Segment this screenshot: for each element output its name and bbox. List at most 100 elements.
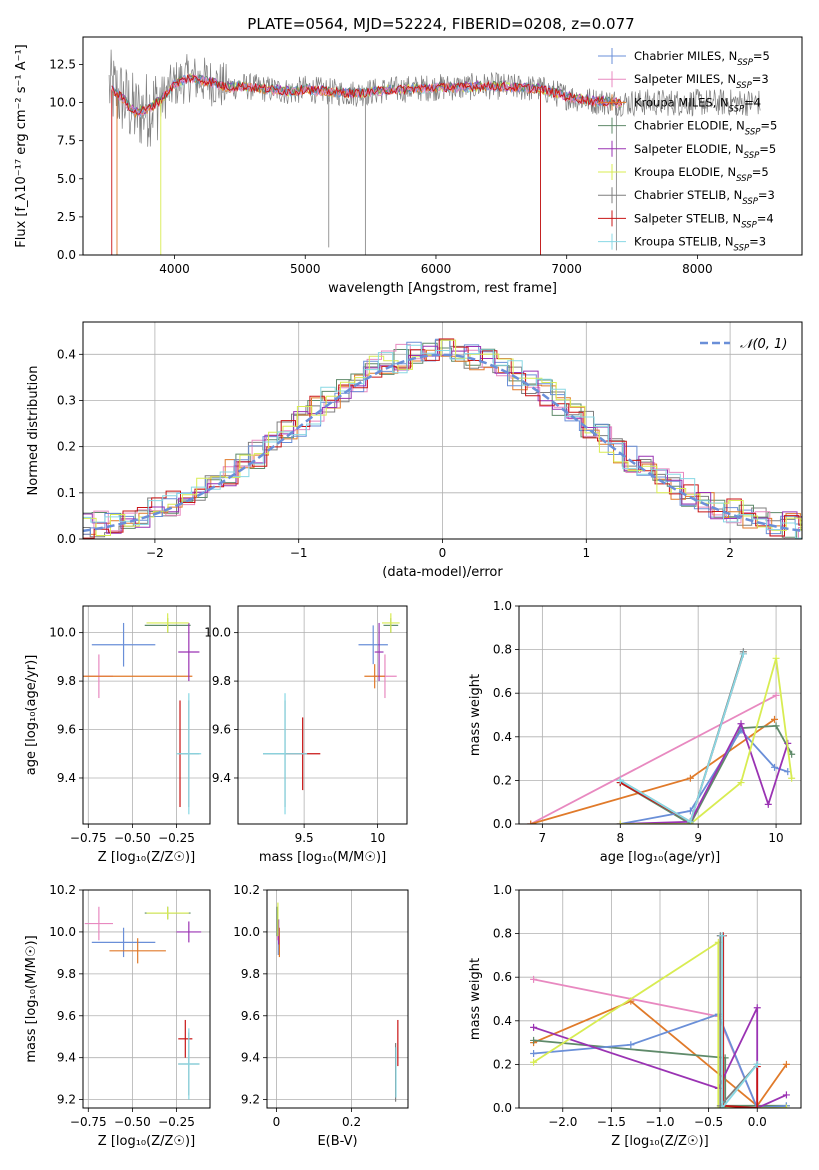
frame-weight_vs_z — [518, 889, 802, 1109]
series-marker — [616, 776, 624, 784]
x-tick-label: 2 — [726, 546, 734, 560]
y-tick-label: 0.0 — [493, 1101, 512, 1115]
y-tick-label: 9.2 — [57, 1093, 76, 1107]
spectrum-legend: Chabrier MILES, NSSP=5 Salpeter MILES, NS… — [598, 48, 777, 254]
x-axis-label: mass [log₁₀(M/M☉)] — [259, 850, 386, 865]
y-tick-label: 0.6 — [493, 686, 512, 700]
y-axis-label: age [log₁₀(age/yr)] — [24, 655, 39, 776]
histogram-steps — [83, 338, 802, 539]
y-tick-label: 9.6 — [212, 723, 231, 737]
series-line-cyan — [721, 935, 758, 1108]
y-tick-label: 0.0 — [493, 817, 512, 831]
x-tick-label: −1 — [290, 546, 308, 560]
legend-entry: Salpeter MILES, NSSP=3 — [634, 72, 769, 91]
y-tick-label: 10.0 — [49, 96, 76, 110]
x-axis-label: age [log₁₀(age/yr)] — [600, 850, 721, 865]
legend-n: =3 — [752, 72, 769, 86]
figure-title: PLATE=0564, MJD=52224, FIBERID=0208, z=0… — [247, 15, 634, 33]
x-tick-label: −0.5 — [694, 1115, 723, 1129]
y-tick-label: 0.4 — [493, 730, 512, 744]
legend-subscript: SSP — [745, 128, 761, 138]
x-tick-label: −1.0 — [645, 1115, 674, 1129]
series-marker — [530, 975, 538, 983]
residuals-frame — [82, 321, 803, 540]
x-tick-label: −0.50 — [114, 831, 151, 845]
x-tick-label: 9.5 — [295, 831, 314, 845]
y-axis-label: mass [log₁₀(M/M☉)] — [24, 935, 39, 1062]
series-marker — [771, 763, 779, 771]
x-axis-label: Z [log₁₀(Z/Z☉)] — [611, 1134, 708, 1149]
histogram-yellow — [83, 339, 802, 536]
series-marker — [530, 1036, 538, 1044]
errorbars-age_vs_mass — [262, 613, 400, 815]
y-tick-label: 0.2 — [57, 440, 76, 454]
y-axis-label: mass weight — [468, 958, 483, 1040]
model-line-green — [111, 74, 623, 114]
x-tick-label: 7000 — [551, 262, 582, 276]
y-tick-label: 0.0 — [57, 532, 76, 546]
x-axis-label: E(B-V) — [317, 1134, 357, 1149]
axes-mass_vs_ebv: 0 0.2 9.2 9.4 9.6 9.8 10.0 10.2 E(B-V) — [233, 883, 408, 1149]
y-axis-label: Normed distribution — [26, 366, 41, 496]
x-tick-label: −0.75 — [70, 1115, 107, 1129]
legend-subscript: SSP — [742, 197, 758, 207]
y-tick-label: 10.0 — [49, 626, 76, 640]
y-tick-label: 0.0 — [57, 248, 76, 262]
legend-n: =5 — [759, 142, 776, 156]
model-line-red — [111, 74, 623, 115]
model-line-orange — [111, 74, 622, 118]
x-tick-label: −0.50 — [114, 1115, 151, 1129]
x-tick-label: 0 — [273, 1115, 281, 1129]
legend-n: =5 — [752, 165, 769, 179]
series-line-yellow — [533, 940, 787, 1108]
x-tick-label: −2 — [146, 546, 164, 560]
series-marker — [739, 650, 747, 658]
series-marker — [530, 1023, 538, 1031]
y-tick-label: 12.5 — [49, 57, 76, 71]
x-tick-label: 8000 — [682, 262, 713, 276]
series-marker — [771, 715, 779, 723]
histogram-cyan — [83, 344, 802, 539]
y-tick-label: 1.0 — [493, 883, 512, 897]
y-tick-label: 9.4 — [241, 1051, 260, 1065]
legend-entry: Salpeter ELODIE, NSSP=5 — [634, 142, 776, 161]
series-marker — [753, 1060, 761, 1068]
spectrum-frame — [82, 36, 803, 256]
spectrum-lines — [108, 49, 761, 255]
x-tick-label: 5000 — [290, 262, 321, 276]
legend-subscript: SSP — [734, 244, 750, 254]
axes-age_vs_z: −0.75 −0.50 −0.25 9.4 9.6 9.8 10.0 Z [log₁₀(Z/Z… — [24, 606, 210, 865]
errorbar-point — [382, 613, 400, 633]
x-tick-label: −0.25 — [158, 1115, 195, 1129]
frame-mass_vs_z — [82, 889, 211, 1109]
model-line-pink — [111, 74, 623, 118]
legend-n: =5 — [753, 49, 770, 63]
x-tick-label: −1.5 — [597, 1115, 626, 1129]
y-tick-label: 9.4 — [57, 771, 76, 785]
legend-subscript: SSP — [744, 151, 760, 161]
y-tick-label: 10.2 — [49, 883, 76, 897]
axes-mass_vs_z: −0.75 −0.50 −0.25 9.2 9.4 9.6 9.8 10.0 10.2 Z [lo… — [24, 883, 210, 1149]
y-tick-label: 9.6 — [241, 1009, 260, 1023]
x-tick-label: 0.2 — [342, 1115, 361, 1129]
y-axis-label: Flux [f_λ10⁻¹⁷ erg cm⁻² s⁻¹ A⁻¹] — [14, 44, 29, 248]
series-marker — [782, 1060, 790, 1068]
x-tick-label: 8 — [616, 831, 624, 845]
y-tick-label: 9.6 — [57, 1009, 76, 1023]
errorbar-point — [176, 921, 202, 943]
series-marker — [686, 807, 694, 815]
errorbar-point — [262, 693, 308, 815]
frame-age_vs_mass — [237, 605, 408, 825]
series-marker — [737, 720, 745, 728]
y-tick-label: 2.5 — [57, 210, 76, 224]
errorbar-point — [91, 927, 156, 958]
series-marker — [753, 1104, 761, 1108]
errorbar-point — [358, 625, 388, 665]
series-marker — [530, 1050, 538, 1057]
legend-n: =4 — [757, 211, 774, 225]
errorbars-mass_vs_ebv — [276, 902, 399, 1102]
y-tick-label: 0.8 — [493, 927, 512, 941]
y-tick-label: 9.6 — [57, 723, 76, 737]
x-axis-label: Z [log₁₀(Z/Z☉)] — [98, 1134, 195, 1149]
series-line-orange — [533, 1000, 788, 1108]
